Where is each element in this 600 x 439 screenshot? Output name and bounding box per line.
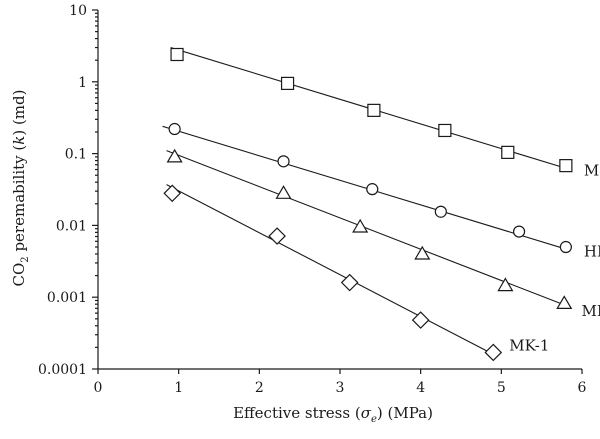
marker-hl-4 — [168, 122, 181, 136]
x-tick-label: 3 — [336, 380, 345, 396]
fit-line-hl-4 — [162, 125, 571, 251]
x-tick-label: 6 — [578, 380, 587, 396]
marker-hl-4 — [277, 155, 290, 168]
fit-line-mk-3 — [166, 150, 568, 307]
marker-mk-3 — [275, 185, 292, 199]
marker-mk-3 — [556, 295, 573, 309]
x-tick-label: 4 — [416, 380, 425, 396]
series-label-hl-4: HL-4 — [584, 242, 600, 260]
marker-mk-1 — [411, 311, 430, 329]
marker-hl-4 — [434, 205, 447, 218]
data-markers — [163, 47, 573, 362]
axes: 0 1 2 3 4 5 6 0.0001 0.001 0.01 0.1 1 10 — [38, 3, 587, 396]
marker-hl-4 — [366, 183, 379, 196]
marker-mk-5 — [559, 159, 573, 173]
marker-mk-3 — [414, 245, 431, 260]
x-tick-label: 0 — [94, 380, 103, 396]
marker-mk-5 — [438, 123, 452, 138]
marker-mk-1 — [340, 273, 359, 292]
fit-line-mk-1 — [166, 184, 498, 357]
marker-mk-1 — [163, 184, 182, 203]
series-label-mk-5: MK-5 — [584, 162, 600, 180]
y-tick-label: 0.1 — [65, 147, 87, 163]
series-label-mk-3: MK-3 — [581, 302, 600, 320]
marker-mk-1 — [484, 343, 503, 362]
marker-mk-3 — [166, 148, 183, 163]
y-tick-label: 0.0001 — [38, 362, 87, 378]
marker-hl-4 — [559, 240, 572, 254]
y-tick-label: 1 — [78, 75, 87, 91]
marker-mk-5 — [170, 47, 184, 62]
marker-hl-4 — [512, 225, 526, 238]
y-tick-label: 0.01 — [56, 218, 87, 234]
series-label-mk-1: MK-1 — [509, 336, 549, 354]
marker-mk-5 — [280, 76, 295, 90]
x-tick-label: 1 — [174, 380, 183, 396]
marker-mk-3 — [497, 277, 514, 292]
y-tick-label: 10 — [69, 3, 87, 19]
x-tick-label: 5 — [497, 380, 506, 396]
marker-mk-5 — [367, 103, 381, 117]
marker-mk-5 — [501, 145, 515, 159]
x-tick-label: 2 — [255, 380, 264, 396]
y-axis-title: CO2 peremability (k) (md) — [10, 90, 31, 287]
y-tick-label: 0.001 — [47, 290, 87, 306]
fit-lines — [162, 47, 571, 357]
marker-mk-1 — [268, 227, 286, 245]
marker-mk-3 — [352, 218, 369, 233]
x-axis-title: Effective stress (σe) (MPa) — [233, 404, 433, 425]
series-labels: MK-5 HL-4 MK-3 MK-1 — [509, 162, 600, 355]
